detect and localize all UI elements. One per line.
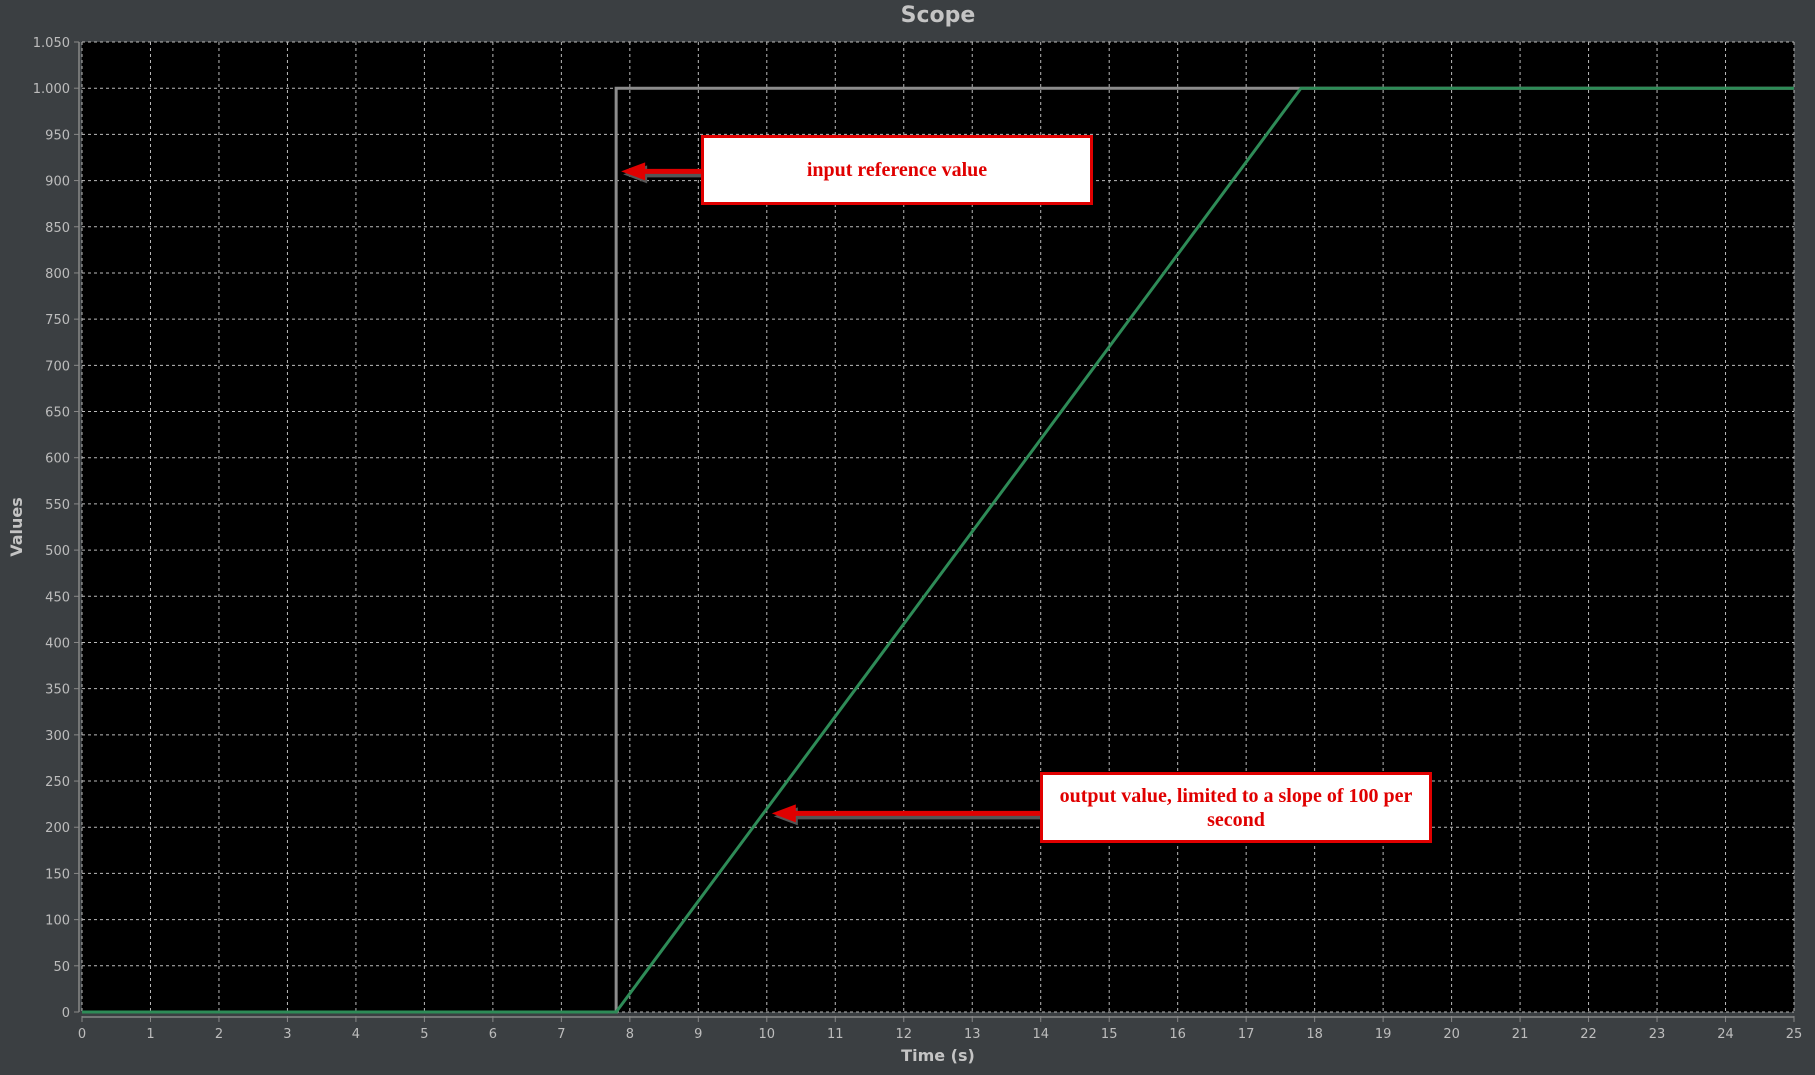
x-tick-label: 6 [489, 1027, 497, 1042]
y-tick-label: 800 [45, 267, 70, 282]
y-tick-label: 500 [45, 544, 70, 559]
annotation-arrowhead [771, 804, 796, 823]
y-tick-label: 400 [45, 636, 70, 651]
y-tick-label: 0 [62, 1006, 70, 1021]
y-tick-label: 1.050 [33, 36, 70, 51]
x-tick-label: 15 [1101, 1027, 1118, 1042]
y-tick-label: 250 [45, 775, 70, 790]
y-tick-label: 1.000 [33, 82, 70, 97]
y-tick-label: 900 [45, 175, 70, 190]
annotation-input-reference: input reference value [701, 135, 1093, 205]
x-tick-label: 13 [964, 1027, 981, 1042]
y-tick-label: 350 [45, 683, 70, 698]
x-axis-label: Time (s) [901, 1046, 975, 1065]
x-tick-label: 9 [694, 1027, 702, 1042]
y-tick-label: 750 [45, 313, 70, 328]
y-tick-label: 50 [53, 960, 70, 975]
annotation-output-value: output value, limited to a slope of 100 … [1040, 772, 1432, 843]
x-tick-label: 25 [1786, 1027, 1803, 1042]
x-tick-label: 3 [283, 1027, 291, 1042]
x-tick-label: 21 [1512, 1027, 1529, 1042]
y-tick-label: 300 [45, 729, 70, 744]
y-axis-label: Values [7, 497, 26, 557]
chart-title: Scope [901, 3, 976, 28]
x-tick-label: 11 [827, 1027, 844, 1042]
y-tick-label: 600 [45, 452, 70, 467]
x-tick-label: 10 [759, 1027, 776, 1042]
series-line-1 [82, 86, 1794, 1014]
y-tick-label: 850 [45, 221, 70, 236]
x-tick-label: 20 [1443, 1027, 1460, 1042]
y-tick-label: 150 [45, 867, 70, 882]
x-tick-label: 8 [626, 1027, 634, 1042]
x-tick-label: 19 [1375, 1027, 1392, 1042]
x-tick-label: 0 [78, 1027, 86, 1042]
y-tick-label: 650 [45, 406, 70, 421]
x-tick-label: 22 [1580, 1027, 1597, 1042]
y-tick-label: 200 [45, 821, 70, 836]
annotation-arrowhead [621, 162, 646, 181]
y-tick-label: 450 [45, 590, 70, 605]
y-tick-label: 550 [45, 498, 70, 513]
x-tick-label: 17 [1238, 1027, 1255, 1042]
x-tick-label: 1 [146, 1027, 154, 1042]
x-tick-label: 5 [420, 1027, 428, 1042]
x-tick-label: 7 [557, 1027, 565, 1042]
x-tick-label: 12 [895, 1027, 912, 1042]
y-tick-label: 100 [45, 914, 70, 929]
x-tick-label: 4 [352, 1027, 360, 1042]
y-tick-label: 950 [45, 128, 70, 143]
x-tick-label: 2 [215, 1027, 223, 1042]
x-tick-label: 24 [1717, 1027, 1734, 1042]
x-tick-label: 18 [1306, 1027, 1323, 1042]
y-tick-label: 700 [45, 359, 70, 374]
x-tick-label: 16 [1169, 1027, 1186, 1042]
x-tick-label: 14 [1032, 1027, 1049, 1042]
x-tick-label: 23 [1649, 1027, 1666, 1042]
